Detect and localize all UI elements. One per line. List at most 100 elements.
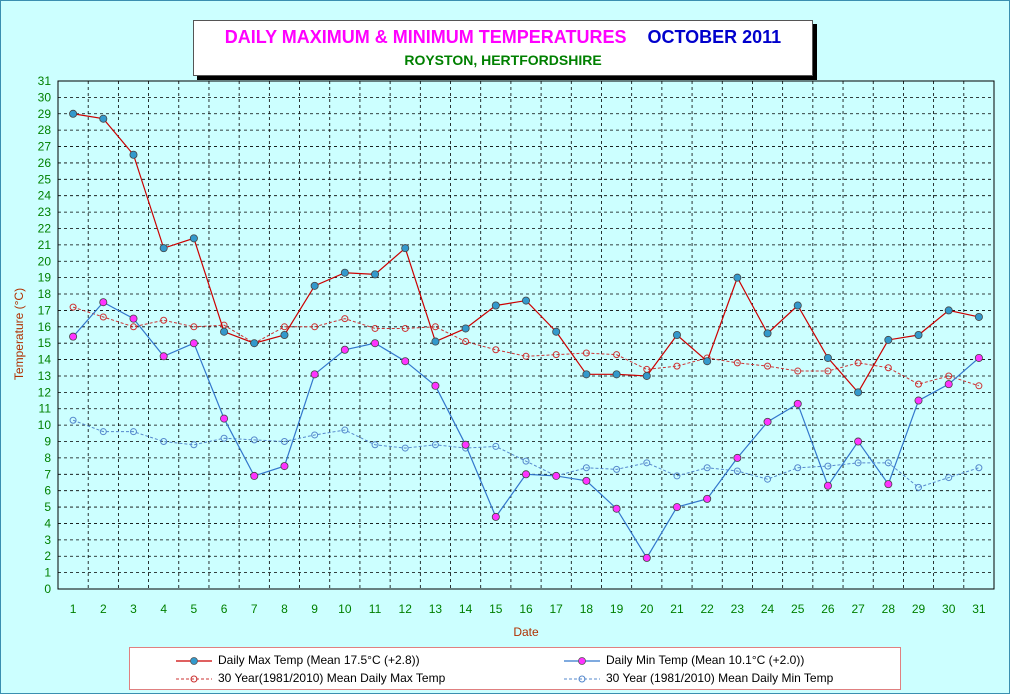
data-point-daily-max [582,370,591,379]
data-point-mean-min [794,464,802,472]
legend-swatch-daily-max [176,657,212,665]
x-tick-label: 11 [369,602,382,616]
legend-label-daily-min: Daily Min Temp (Mean 10.1°C (+2.0)) [606,653,805,667]
temperature-chart: 0123456789101112131415161718192021222324… [12,74,995,639]
data-point-mean-max [854,359,862,367]
data-point-daily-max [69,109,78,118]
data-point-mean-min [582,464,590,472]
data-point-mean-min [945,474,953,482]
y-tick-label: 21 [38,238,52,252]
data-point-daily-min [884,480,893,489]
data-point-mean-min [975,464,983,472]
data-point-mean-max [975,382,983,390]
data-point-mean-max [431,323,439,331]
data-point-daily-min [612,504,621,513]
data-point-daily-min [310,370,319,379]
data-point-mean-min [522,457,530,465]
series-mean-min [69,416,983,491]
data-point-mean-max [160,316,168,324]
data-point-mean-min [613,465,621,473]
y-tick-label: 17 [38,303,52,317]
plot-border [57,80,995,590]
chart-subtitle: ROYSTON, HERTFORDSHIRE [404,52,602,68]
data-point-mean-max [311,323,319,331]
data-point-daily-max [431,337,440,346]
x-tick-label: 25 [791,602,805,616]
y-tick-label: 26 [38,156,52,170]
data-point-daily-max [491,301,500,310]
x-tick-label: 23 [731,602,745,616]
data-point-daily-max [129,150,138,159]
data-point-daily-max [703,357,712,366]
y-tick-label: 25 [38,172,52,186]
y-tick-label: 15 [38,336,52,350]
data-point-daily-min [854,437,863,446]
data-point-daily-min [159,352,168,361]
data-point-daily-max [522,296,531,305]
series-layer [69,109,983,562]
legend-swatch-mean-min [564,675,600,683]
series-daily-min [69,298,983,562]
legend-item-mean-min: 30 Year (1981/2010) Mean Daily Min Temp [562,671,892,687]
data-point-daily-min [552,471,561,480]
series-line-mean-max [72,306,980,387]
data-point-mean-max [280,323,288,331]
data-point-mean-min [220,434,228,442]
data-point-daily-min [189,339,198,348]
data-point-daily-max [793,301,802,310]
y-tick-label: 2 [44,549,51,563]
y-tick-label: 0 [44,582,51,596]
y-tick-label: 12 [38,385,52,399]
data-point-daily-min [69,332,78,341]
y-axis-label: Temperature (°C) [12,288,26,380]
data-point-daily-min [431,381,440,390]
y-tick-label: 22 [38,221,52,235]
data-point-daily-min [672,503,681,512]
data-point-mean-max [945,372,953,380]
y-tick-label: 5 [44,500,51,514]
data-point-mean-min [250,436,258,444]
y-tick-label: 30 [38,90,52,104]
data-point-mean-max [824,367,832,375]
legend-label-mean-max: 30 Year(1981/2010) Mean Daily Max Temp [218,671,446,685]
x-tick-label: 12 [399,602,413,616]
data-point-mean-max [401,324,409,332]
data-point-daily-max [280,330,289,339]
data-point-daily-max [189,234,198,243]
data-point-mean-min [280,438,288,446]
y-tick-label: 27 [38,140,52,154]
data-point-mean-max [794,367,802,375]
data-point-daily-max [974,312,983,321]
legend: Daily Max Temp (Mean 17.5°C (+2.8)) Dail… [129,647,901,690]
data-point-daily-max [884,335,893,344]
data-point-daily-max [99,114,108,123]
data-point-daily-max [371,270,380,279]
data-point-daily-min [250,471,259,480]
data-point-mean-min [884,459,892,467]
x-tick-label: 15 [489,602,503,616]
data-point-mean-max [341,315,349,323]
data-point-daily-max [763,329,772,338]
x-axis-label: Date [513,625,539,639]
x-tick-label: 29 [912,602,926,616]
data-point-daily-min [340,345,349,354]
x-tick-label: 8 [281,602,288,616]
data-point-mean-min [673,472,681,480]
data-point-daily-min [763,417,772,426]
data-point-daily-min [793,399,802,408]
data-point-daily-max [401,244,410,253]
data-point-mean-min [160,438,168,446]
legend-item-mean-max: 30 Year(1981/2010) Mean Daily Max Temp [174,671,504,687]
x-tick-label: 26 [821,602,835,616]
y-tick-label: 28 [38,123,52,137]
y-tick-label: 10 [38,418,52,432]
series-line-mean-min [72,419,980,488]
data-point-daily-max [612,370,621,379]
data-point-mean-min [341,426,349,434]
legend-label-daily-max: Daily Max Temp (Mean 17.5°C (+2.8)) [218,653,420,667]
y-tick-label: 6 [44,484,51,498]
data-point-mean-max [764,362,772,370]
chart-title: DAILY MAXIMUM & MINIMUM TEMPERATURES OCT… [194,27,812,48]
data-point-mean-max [915,380,923,388]
data-point-daily-max [552,327,561,336]
